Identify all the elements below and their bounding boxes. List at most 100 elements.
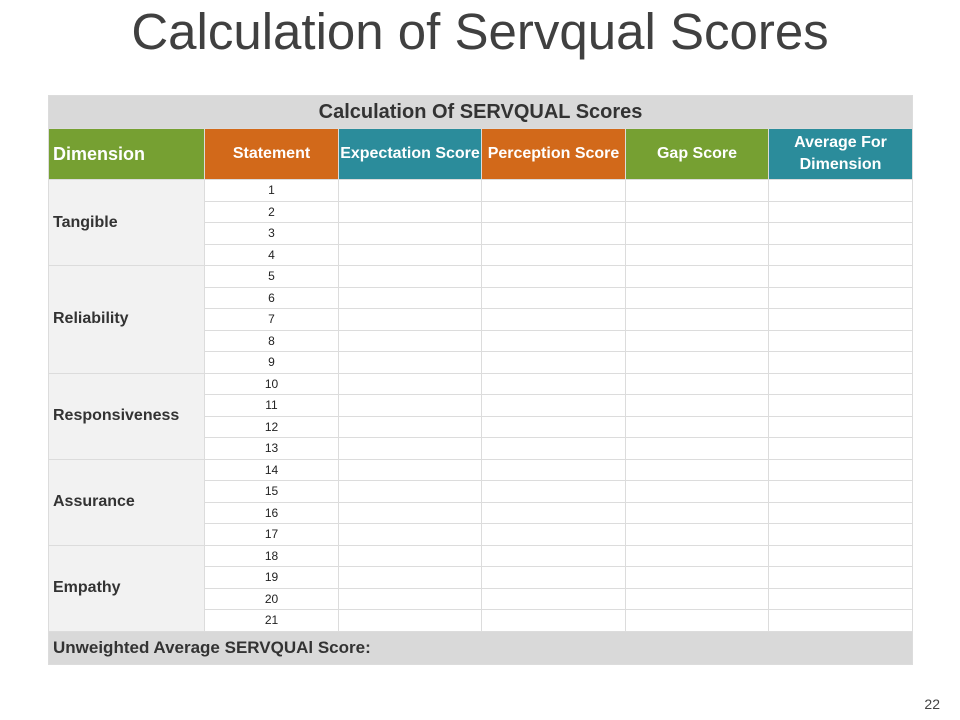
empty-cell [338, 329, 482, 352]
empty-cell [767, 587, 914, 610]
column-header: Expectation Score [338, 128, 482, 180]
page-number: 22 [924, 696, 940, 712]
empty-cell [338, 308, 482, 331]
empty-cell [338, 351, 482, 374]
footer-row: Unweighted Average SERVQUAl Score: [47, 630, 914, 665]
empty-cell [767, 523, 914, 546]
empty-cell [338, 480, 482, 503]
empty-cell [338, 609, 482, 632]
statement-row: 16 [49, 501, 914, 524]
dimension-cell: Assurance [48, 458, 205, 546]
statement-row: 19 [49, 566, 914, 589]
empty-cell [625, 458, 769, 481]
statement-row: 13 [49, 437, 914, 460]
statement-row: 3 [49, 222, 914, 245]
empty-cell [338, 437, 482, 460]
empty-cell [767, 222, 914, 245]
empty-cell [338, 265, 482, 288]
empty-cell [767, 179, 914, 202]
statement-number: 9 [204, 351, 339, 374]
statement-number: 3 [204, 222, 339, 245]
statement-number: 20 [204, 587, 339, 610]
empty-cell [481, 415, 626, 438]
statement-row: Assurance 14 [48, 458, 914, 546]
statement-number: 12 [204, 415, 339, 438]
dimension-cell: Empathy [48, 544, 205, 632]
empty-cell [625, 286, 769, 309]
empty-cell [481, 523, 626, 546]
empty-cell [625, 566, 769, 589]
empty-cell [625, 308, 769, 331]
column-header: Perception Score [481, 128, 626, 180]
statement-number: 11 [204, 394, 339, 417]
empty-cell [767, 351, 914, 374]
empty-cell [338, 200, 482, 223]
empty-cell [767, 566, 914, 589]
empty-cell [481, 501, 626, 524]
statement-number: 17 [204, 523, 339, 546]
empty-cell [481, 458, 626, 481]
statement-row: 8 [49, 329, 914, 352]
empty-cell [625, 200, 769, 223]
column-header: Dimension [48, 128, 205, 180]
statement-row: Empathy 18 [48, 544, 914, 632]
empty-cell [338, 179, 482, 202]
empty-cell [481, 587, 626, 610]
dimension-cell: Tangible [48, 179, 205, 266]
empty-cell [625, 351, 769, 374]
statement-number: 6 [204, 286, 339, 309]
empty-cell [767, 372, 914, 395]
statement-number: 18 [204, 544, 339, 567]
empty-cell [625, 523, 769, 546]
empty-cell [338, 566, 482, 589]
statement-number: 14 [204, 458, 339, 481]
footer-label: Unweighted Average SERVQUAl Score: [47, 630, 914, 665]
empty-cell [767, 609, 914, 632]
column-header: Statement [204, 128, 339, 180]
empty-cell [625, 394, 769, 417]
statement-number: 2 [204, 200, 339, 223]
empty-cell [767, 437, 914, 460]
table-caption: Calculation Of SERVQUAL Scores [47, 95, 914, 129]
statement-number: 7 [204, 308, 339, 331]
empty-cell [481, 265, 626, 288]
empty-cell [338, 501, 482, 524]
empty-cell [481, 372, 626, 395]
empty-cell [767, 458, 914, 481]
empty-cell [481, 437, 626, 460]
empty-cell [481, 286, 626, 309]
statement-row: 15 [49, 480, 914, 503]
empty-cell [625, 329, 769, 352]
empty-cell [767, 243, 914, 266]
empty-cell [767, 480, 914, 503]
empty-cell [481, 480, 626, 503]
empty-cell [767, 415, 914, 438]
empty-cell [338, 394, 482, 417]
empty-cell [338, 458, 482, 481]
empty-cell [338, 544, 482, 567]
header-row: Dimension Statement Expectation Score Perce… [48, 128, 914, 180]
empty-cell [338, 372, 482, 395]
empty-cell [338, 415, 482, 438]
empty-cell [625, 609, 769, 632]
empty-cell [767, 286, 914, 309]
statement-number: 16 [204, 501, 339, 524]
empty-cell [625, 587, 769, 610]
servqual-table: Calculation Of SERVQUAL Scores Dimension S… [47, 95, 914, 665]
empty-cell [625, 222, 769, 245]
statement-number: 5 [204, 265, 339, 288]
empty-cell [767, 265, 914, 288]
statement-row: Tangible 1 [48, 179, 914, 266]
empty-cell [625, 544, 769, 567]
empty-cell [625, 415, 769, 438]
empty-cell [625, 372, 769, 395]
empty-cell [338, 286, 482, 309]
statement-number: 8 [204, 329, 339, 352]
dimension-cell: Reliability [48, 265, 205, 374]
empty-cell [481, 609, 626, 632]
empty-cell [767, 394, 914, 417]
statement-number: 10 [204, 372, 339, 395]
empty-cell [625, 243, 769, 266]
empty-cell [625, 501, 769, 524]
statement-row: 17 [49, 523, 914, 546]
